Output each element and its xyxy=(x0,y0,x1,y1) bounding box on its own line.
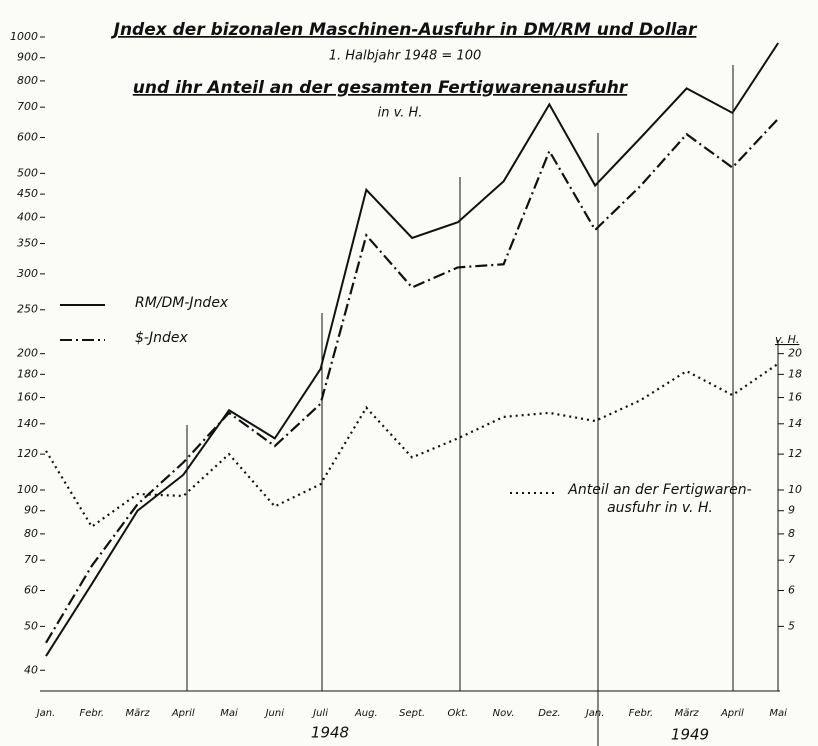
x-tick-label: Sept. xyxy=(399,708,425,719)
y-tick-label: 900 xyxy=(17,51,38,64)
x-tick-label: März xyxy=(125,708,150,719)
legend-label: RM/DM-Jndex xyxy=(135,295,229,311)
x-tick-label: Febr. xyxy=(79,708,104,719)
y2-tick-label: 14 xyxy=(788,417,802,430)
y-tick-label: 300 xyxy=(17,267,38,280)
x-tick-label: Jan. xyxy=(35,708,56,719)
x-tick-label: April xyxy=(720,708,744,719)
y-tick-label: 80 xyxy=(24,527,38,540)
y-tick-label: 140 xyxy=(17,417,38,430)
x-tick-label: Juni xyxy=(264,708,285,719)
x-tick-label: Juli xyxy=(311,708,328,719)
y2-tick-label: 10 xyxy=(788,483,802,496)
data-line xyxy=(45,362,779,529)
y-tick-label: 350 xyxy=(17,237,38,250)
y2-tick-label: 20 xyxy=(788,347,802,360)
x-tick-label: März xyxy=(675,708,700,719)
year-label: 1949 xyxy=(671,726,709,744)
y-tick-label: 800 xyxy=(17,74,38,87)
x-tick-label: Dez. xyxy=(538,708,560,719)
y2-tick-label: 12 xyxy=(788,447,802,460)
y-tick-label: 160 xyxy=(17,391,38,404)
x-tick-label: Aug. xyxy=(354,708,378,719)
y-tick-label: 200 xyxy=(17,347,38,360)
y2-tick-label: 8 xyxy=(788,527,795,540)
data-line xyxy=(45,117,779,644)
y-tick-label: 500 xyxy=(17,166,38,179)
x-tick-label: Okt. xyxy=(447,708,468,719)
y2-axis-label: v. H. xyxy=(775,333,799,346)
x-tick-label: April xyxy=(171,708,195,719)
y-tick-label: 60 xyxy=(24,584,38,597)
y2-tick-label: 5 xyxy=(788,619,795,632)
x-tick-label: Mai xyxy=(769,708,787,719)
y2-tick-label: 9 xyxy=(788,504,795,517)
x-tick-label: Nov. xyxy=(493,708,515,719)
legend-label: Anteil an der Fertigwaren- ausfuhr in v.… xyxy=(568,482,752,516)
y-tick-label: 600 xyxy=(17,130,38,143)
y-tick-label: 250 xyxy=(17,303,38,316)
y-tick-label: 40 xyxy=(24,663,38,676)
y-tick-label: 70 xyxy=(24,553,38,566)
y2-tick-label: 18 xyxy=(788,367,802,380)
chart-subtitle-2: in v. H. xyxy=(378,106,423,121)
year-label: 1948 xyxy=(311,724,349,742)
y2-tick-label: 6 xyxy=(788,584,795,597)
legend-label: $-Jndex xyxy=(135,330,188,346)
y-tick-label: 450 xyxy=(17,187,38,200)
y-tick-label: 120 xyxy=(17,447,38,460)
chart-subtitle: 1. Halbjahr 1948 = 100 xyxy=(329,49,482,64)
y-tick-label: 90 xyxy=(24,504,38,517)
chart-title-2: und ihr Anteil an der gesamten Fertigwar… xyxy=(133,78,629,98)
y-tick-label: 1000 xyxy=(10,30,38,43)
y-tick-label: 700 xyxy=(17,100,38,113)
y-tick-label: 180 xyxy=(17,367,38,380)
y-tick-label: 100 xyxy=(17,483,38,496)
chart-title: Jndex der bizonalen Maschinen-Ausfuhr in… xyxy=(111,20,698,40)
y2-tick-label: 7 xyxy=(788,553,795,566)
y-tick-label: 400 xyxy=(17,210,38,223)
y2-tick-label: 16 xyxy=(788,391,802,404)
y-tick-label: 50 xyxy=(24,619,38,632)
x-tick-label: Jan. xyxy=(584,708,605,719)
data-line xyxy=(45,42,779,657)
x-tick-label: Mai xyxy=(220,708,238,719)
x-tick-label: Febr. xyxy=(629,708,654,719)
